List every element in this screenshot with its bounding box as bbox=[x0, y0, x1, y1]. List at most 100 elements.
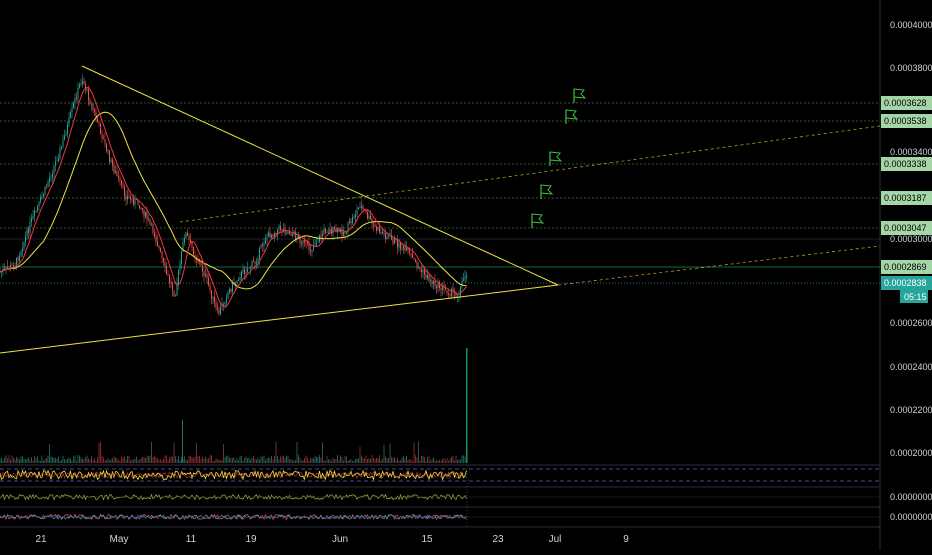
candle-body[interactable] bbox=[329, 229, 331, 233]
candle-body[interactable] bbox=[341, 228, 343, 236]
candle-body[interactable] bbox=[415, 259, 416, 262]
candle-body[interactable] bbox=[260, 244, 262, 248]
candle-body[interactable] bbox=[314, 245, 316, 247]
candle-body[interactable] bbox=[376, 226, 377, 231]
candle-body[interactable] bbox=[83, 81, 85, 85]
candle-body[interactable] bbox=[244, 269, 245, 275]
candle-body[interactable] bbox=[362, 205, 364, 209]
candle-body[interactable] bbox=[460, 287, 461, 296]
candle-body[interactable] bbox=[257, 258, 259, 262]
candle-body[interactable] bbox=[50, 177, 52, 179]
candle-body[interactable] bbox=[85, 84, 86, 90]
candle-body[interactable] bbox=[205, 274, 206, 276]
candle-body[interactable] bbox=[86, 88, 88, 90]
candle-body[interactable] bbox=[347, 222, 349, 232]
candle-body[interactable] bbox=[434, 280, 436, 286]
candle-body[interactable] bbox=[209, 285, 211, 291]
candle-body[interactable] bbox=[407, 248, 409, 251]
candle-body[interactable] bbox=[368, 215, 370, 219]
candle-body[interactable] bbox=[206, 274, 208, 278]
candle-body[interactable] bbox=[4, 267, 5, 269]
candle-body[interactable] bbox=[82, 81, 83, 84]
candle-body[interactable] bbox=[409, 250, 410, 253]
candle-body[interactable] bbox=[277, 229, 278, 235]
candle-body[interactable] bbox=[224, 302, 226, 305]
candle-body[interactable] bbox=[88, 88, 89, 100]
candle-body[interactable] bbox=[449, 294, 451, 296]
candle-body[interactable] bbox=[380, 231, 382, 233]
candle-body[interactable] bbox=[46, 186, 47, 188]
candle-body[interactable] bbox=[28, 229, 29, 233]
candle-body[interactable] bbox=[118, 176, 119, 178]
candle-body[interactable] bbox=[65, 134, 67, 136]
candle-body[interactable] bbox=[320, 235, 322, 237]
candle-body[interactable] bbox=[326, 232, 328, 234]
candle-body[interactable] bbox=[436, 285, 437, 289]
candle-body[interactable] bbox=[278, 225, 280, 230]
candle-body[interactable] bbox=[332, 227, 334, 234]
candle-body[interactable] bbox=[229, 288, 230, 293]
candle-body[interactable] bbox=[334, 227, 335, 229]
candle-body[interactable] bbox=[202, 265, 203, 272]
candle-body[interactable] bbox=[176, 283, 178, 296]
candle-body[interactable] bbox=[295, 231, 296, 239]
candle-body[interactable] bbox=[148, 219, 149, 221]
candle-body[interactable] bbox=[442, 286, 443, 291]
candle-body[interactable] bbox=[77, 87, 79, 99]
candle-body[interactable] bbox=[440, 287, 442, 291]
candle-body[interactable] bbox=[158, 246, 160, 249]
candle-body[interactable] bbox=[145, 212, 146, 217]
candle-body[interactable] bbox=[173, 290, 175, 297]
candle-body[interactable] bbox=[55, 161, 56, 166]
candle-body[interactable] bbox=[322, 233, 323, 237]
candle-body[interactable] bbox=[451, 288, 452, 296]
candle-body[interactable] bbox=[52, 173, 53, 178]
candle-body[interactable] bbox=[290, 234, 292, 236]
candle-body[interactable] bbox=[247, 268, 248, 273]
candle-body[interactable] bbox=[292, 234, 293, 236]
candle-body[interactable] bbox=[418, 267, 419, 269]
candle-body[interactable] bbox=[89, 99, 91, 104]
candle-body[interactable] bbox=[349, 221, 350, 223]
candle-body[interactable] bbox=[61, 146, 62, 148]
candle-body[interactable] bbox=[425, 274, 427, 279]
candle-body[interactable] bbox=[337, 227, 338, 232]
candle-body[interactable] bbox=[163, 258, 164, 263]
candle-body[interactable] bbox=[313, 245, 314, 250]
candle-body[interactable] bbox=[350, 221, 352, 223]
candle-body[interactable] bbox=[38, 201, 40, 207]
candle-body[interactable] bbox=[215, 302, 217, 308]
candle-body[interactable] bbox=[169, 275, 170, 283]
candle-body[interactable] bbox=[344, 231, 346, 234]
candle-body[interactable] bbox=[299, 236, 301, 244]
candle-body[interactable] bbox=[199, 262, 200, 264]
candle-body[interactable] bbox=[92, 103, 94, 110]
candle-body[interactable] bbox=[302, 240, 304, 244]
candle-body[interactable] bbox=[235, 282, 236, 285]
candle-body[interactable] bbox=[263, 242, 265, 246]
candle-body[interactable] bbox=[142, 207, 143, 210]
candle-body[interactable] bbox=[226, 298, 227, 303]
candle-body[interactable] bbox=[155, 236, 157, 242]
candle-body[interactable] bbox=[130, 196, 131, 200]
candle-body[interactable] bbox=[106, 143, 107, 152]
candle-body[interactable] bbox=[175, 295, 176, 297]
candle-body[interactable] bbox=[394, 239, 395, 244]
candle-body[interactable] bbox=[79, 84, 80, 88]
candle-body[interactable] bbox=[383, 233, 385, 234]
candle-body[interactable] bbox=[343, 231, 344, 236]
candle-body[interactable] bbox=[139, 204, 140, 209]
candle-body[interactable] bbox=[179, 263, 181, 271]
candle-body[interactable] bbox=[388, 236, 389, 238]
candle-body[interactable] bbox=[280, 225, 281, 230]
candle-body[interactable] bbox=[448, 293, 449, 295]
candle-body[interactable] bbox=[128, 195, 130, 197]
candle-body[interactable] bbox=[68, 117, 70, 124]
candle-body[interactable] bbox=[25, 236, 26, 242]
candle-body[interactable] bbox=[316, 242, 317, 246]
candle-body[interactable] bbox=[463, 279, 464, 282]
candle-body[interactable] bbox=[400, 242, 401, 250]
candle-body[interactable] bbox=[371, 219, 373, 223]
candle-body[interactable] bbox=[167, 273, 169, 276]
candle-body[interactable] bbox=[97, 118, 98, 123]
